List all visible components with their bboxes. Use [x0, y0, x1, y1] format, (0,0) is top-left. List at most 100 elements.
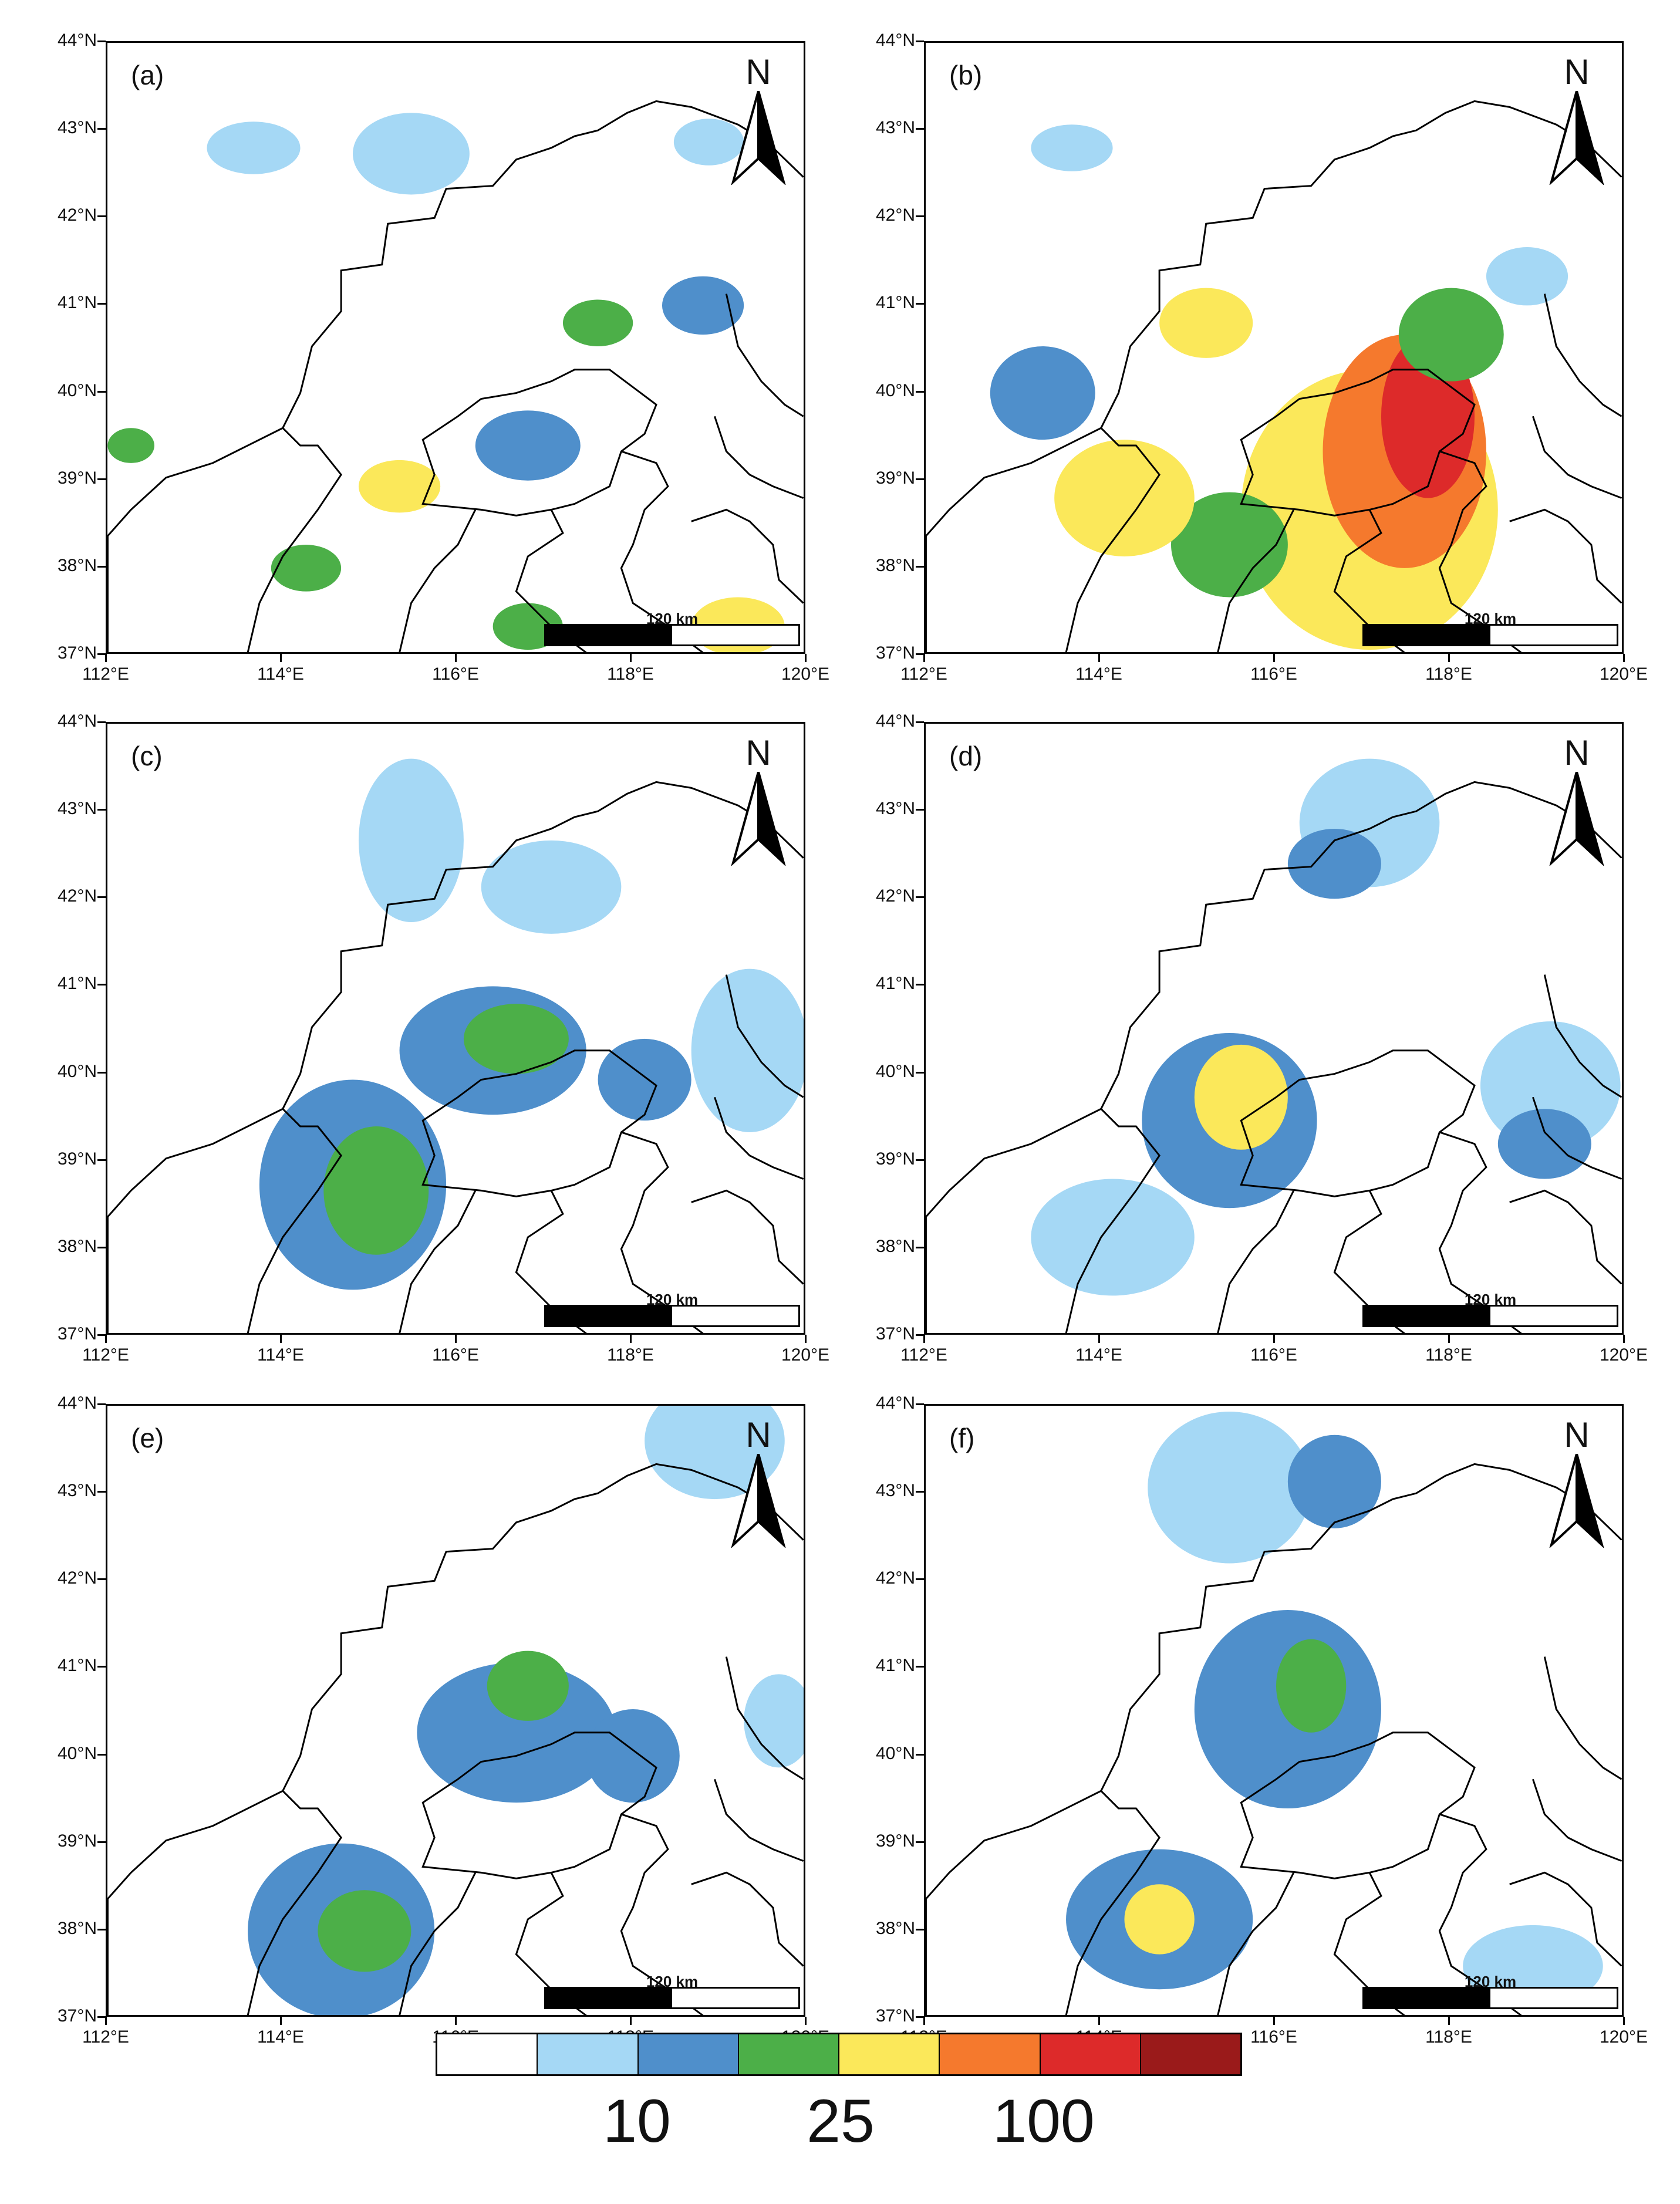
map-panel-c: (c) N 120 km [106, 722, 805, 1335]
precip-area-a-5 [271, 545, 342, 592]
boundary-line-e-8 [714, 1778, 804, 1862]
boundary-line-d-7 [1543, 974, 1622, 1098]
boundary-line-b-7 [1543, 293, 1622, 417]
precip-area-a-0 [207, 121, 301, 174]
precip-area-a-10 [475, 410, 581, 481]
lat-tick-mark [97, 809, 106, 811]
lon-tick-label: 114°E [257, 1345, 304, 1365]
lat-tick-mark [916, 1578, 924, 1581]
colorbar-swatch-1 [538, 2034, 639, 2074]
scale-bar: 120 km [1362, 1973, 1618, 2009]
lat-tick-mark [916, 896, 924, 899]
lat-tick-label: 40°N [875, 1061, 915, 1081]
colorbar [436, 2033, 1242, 2076]
precip-area-f-6 [1463, 1925, 1603, 2007]
precip-area-d-3 [1287, 828, 1381, 899]
boundary-line-b-6 [1509, 508, 1622, 604]
lat-tick-label: 39°N [57, 1149, 97, 1169]
scale-bar: 120 km [544, 1291, 800, 1327]
lon-tick-mark [280, 654, 282, 662]
lat-tick-mark [97, 1928, 106, 1930]
precip-area-b-7 [1398, 288, 1504, 382]
panel-label-a: (a) [131, 60, 164, 90]
scale-bar: 120 km [1362, 1291, 1618, 1327]
lat-tick-mark [916, 1928, 924, 1930]
lon-tick-label: 116°E [1250, 1345, 1297, 1365]
boundary-line-f-8 [1532, 1778, 1622, 1862]
scale-bar-black-segment [546, 1307, 672, 1325]
lat-tick-label: 42°N [875, 886, 915, 906]
boundary-line-b-2 [1217, 509, 1295, 652]
boundary-line-f-1 [1065, 1790, 1161, 2015]
lon-tick-label: 118°E [607, 664, 654, 684]
lat-tick-label: 43°N [57, 1481, 97, 1501]
lat-tick-mark [916, 478, 924, 480]
lat-tick-mark [916, 1753, 924, 1756]
lon-tick-mark [1273, 654, 1275, 662]
lat-tick-mark [916, 1841, 924, 1843]
lon-tick-mark [105, 654, 107, 662]
map-canvas-d [926, 758, 1622, 1333]
map-canvas-e [107, 1406, 804, 2015]
precip-area-e-6 [744, 1674, 804, 1768]
map-panel-f: (f) N 120 km [924, 1404, 1624, 2017]
boundary-line-c-0 [107, 781, 804, 1333]
north-arrow-shape [731, 1453, 786, 1549]
lat-tick-label: 39°N [875, 1831, 915, 1851]
lat-tick-mark [916, 809, 924, 811]
precip-area-f-5 [1287, 1435, 1381, 1528]
lat-tick-mark [916, 1334, 924, 1336]
lon-tick-mark [280, 1335, 282, 1343]
boundary-line-f-5 [1438, 1813, 1522, 2015]
scale-bar-graphic [1362, 1305, 1618, 1327]
map-canvas-c [107, 758, 804, 1333]
lat-tick-label: 38°N [875, 1918, 915, 1938]
lon-tick-mark [1623, 1335, 1625, 1343]
lat-tick-mark [916, 1403, 924, 1405]
boundary-line-d-0 [926, 781, 1622, 1333]
boundary-line-d-1 [1065, 1108, 1161, 1333]
lat-tick-label: 40°N [57, 1743, 97, 1763]
lat-tick-mark [97, 478, 106, 480]
scale-bar-black-segment [1364, 626, 1490, 644]
north-arrow-shape [731, 90, 786, 186]
lat-tick-mark [916, 1071, 924, 1074]
boundary-line-d-6 [1509, 1189, 1622, 1285]
lat-tick-mark [97, 390, 106, 393]
lon-tick-label: 118°E [1425, 2027, 1472, 2047]
lon-tick-label: 120°E [1599, 664, 1648, 684]
boundary-line-d-2 [1217, 1190, 1295, 1333]
lat-tick-mark [916, 653, 924, 655]
lat-tick-label: 39°N [57, 468, 97, 488]
lat-tick-label: 42°N [57, 1568, 97, 1588]
scale-bar-graphic [544, 1987, 800, 2009]
lat-tick-mark [97, 303, 106, 305]
precip-area-a-9 [662, 276, 744, 335]
lat-tick-mark [916, 390, 924, 393]
lon-tick-label: 114°E [257, 2027, 304, 2047]
scale-bar-black-segment [1364, 1307, 1490, 1325]
lat-tick-mark [97, 1578, 106, 1581]
panel-label-f: (f) [949, 1423, 975, 1453]
colorbar-swatch-2 [638, 2034, 739, 2074]
lon-tick-mark [455, 654, 457, 662]
lon-tick-mark [1448, 1335, 1450, 1343]
boundary-line-b-3 [1240, 369, 1476, 517]
lon-tick-label: 118°E [1425, 1345, 1472, 1365]
lat-tick-label: 44°N [875, 1393, 915, 1413]
lat-tick-mark [916, 40, 924, 42]
lat-tick-label: 40°N [875, 380, 915, 400]
boundary-line-c-8 [714, 1096, 804, 1180]
north-label: N [745, 52, 771, 92]
north-label: N [1564, 1415, 1590, 1454]
lon-tick-mark [630, 654, 632, 662]
lon-tick-label: 120°E [1599, 1345, 1648, 1365]
boundary-line-e-0 [107, 1463, 804, 2015]
lat-tick-label: 44°N [57, 31, 97, 50]
scale-bar: 120 km [544, 1973, 800, 2009]
lat-tick-mark [97, 984, 106, 986]
colorbar-swatch-4 [839, 2034, 940, 2074]
boundary-line-c-6 [691, 1189, 804, 1285]
lon-tick-mark [280, 2017, 282, 2025]
